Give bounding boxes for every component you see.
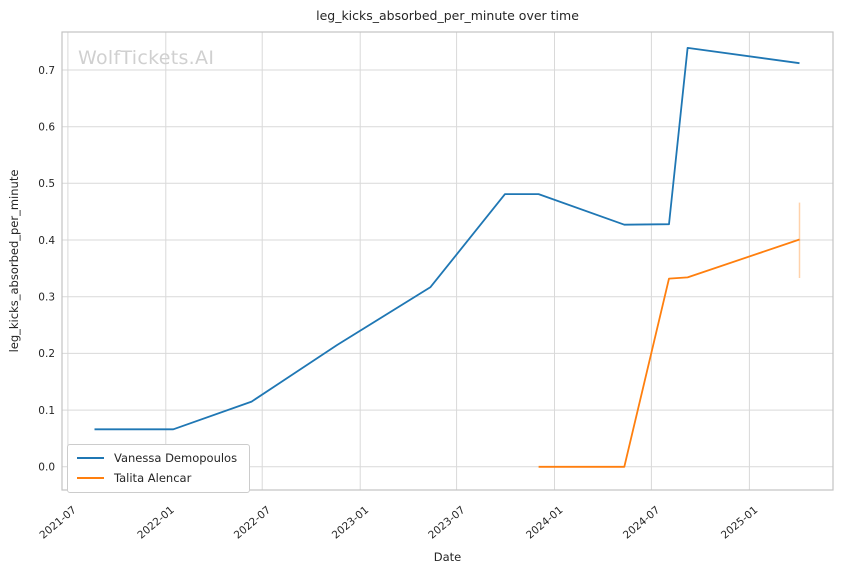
legend-line-swatch-orange — [77, 477, 104, 479]
x-tick-label: 2022-01 — [135, 504, 176, 541]
watermark: WolfTickets.AI — [78, 47, 215, 69]
x-tick-label: 2025-01 — [719, 504, 760, 541]
series-line-talita-alencar — [538, 238, 800, 468]
y-axis-label: leg_kicks_absorbed_per_minute — [7, 169, 21, 353]
chart-title: leg_kicks_absorbed_per_minute over time — [316, 8, 579, 23]
x-tick-label: 2023-01 — [330, 504, 371, 541]
y-tick-label: 0.3 — [38, 292, 55, 304]
axes-spines — [61, 31, 834, 491]
y-tick-label: 0.7 — [38, 65, 55, 77]
y-tick-label: 0.5 — [38, 178, 55, 190]
legend-label: Vanessa Demopoulos — [114, 451, 238, 465]
legend-line-swatch-blue — [77, 457, 104, 459]
x-tick-label: 2021-07 — [38, 504, 79, 541]
legend: Vanessa Demopoulos Talita Alencar — [67, 444, 251, 493]
y-tick-label: 0.0 — [38, 462, 55, 474]
series-line-vanessa-demopoulos — [94, 47, 800, 431]
x-tick-label: 2022-07 — [232, 504, 273, 541]
y-tick-label: 0.4 — [38, 235, 55, 247]
x-tick-label: 2023-07 — [426, 504, 467, 541]
legend-item-talita-alencar: Talita Alencar — [77, 471, 237, 485]
x-tick-label: 2024-07 — [621, 504, 662, 541]
y-tick-label: 0.2 — [38, 348, 55, 360]
y-tick-label: 0.1 — [38, 405, 55, 417]
legend-label: Talita Alencar — [114, 471, 192, 485]
x-axis-label: Date — [433, 550, 462, 564]
legend-item-vanessa-demopoulos: Vanessa Demopoulos — [77, 451, 237, 465]
y-tick-label: 0.6 — [38, 122, 55, 134]
x-tick-label: 2024-01 — [524, 504, 565, 541]
